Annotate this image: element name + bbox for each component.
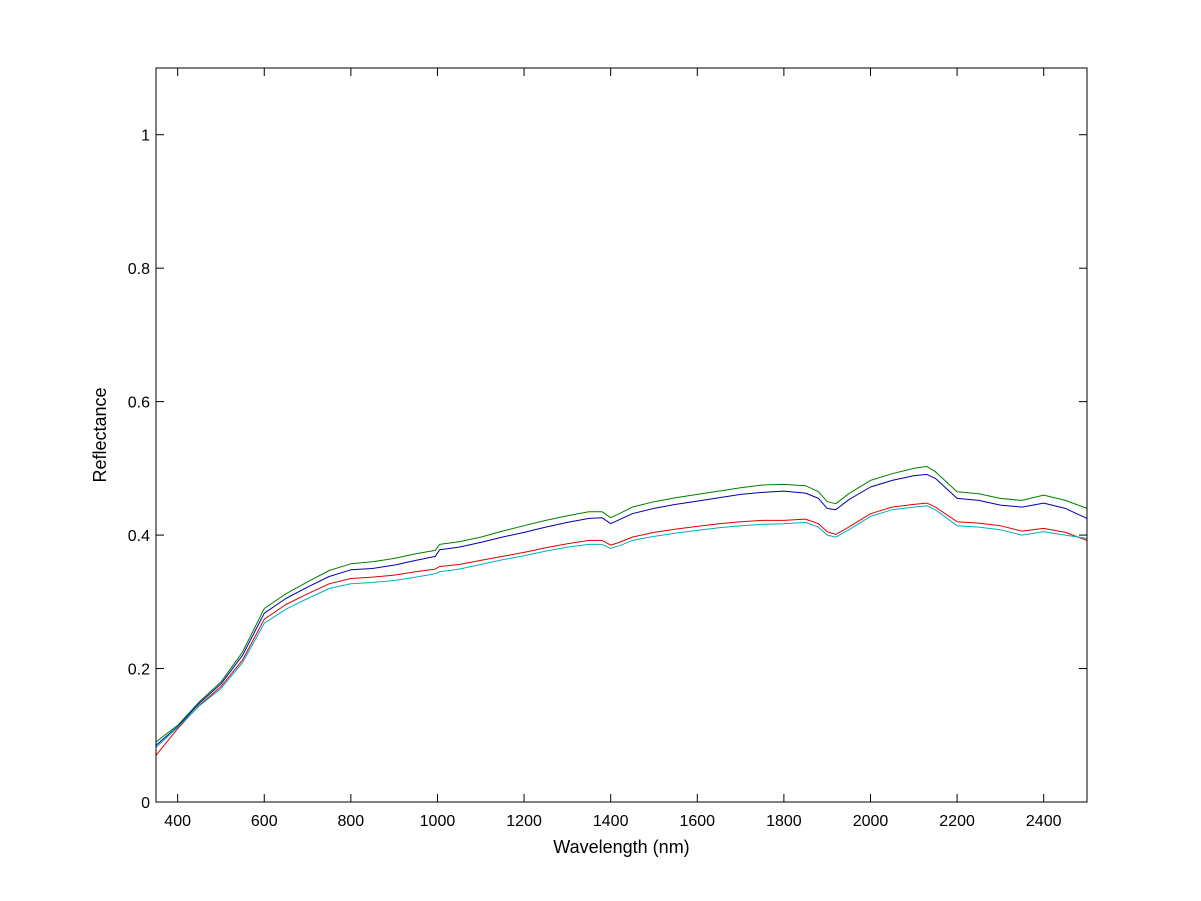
x-tick-label: 2000 [853,813,889,830]
x-tick-label: 1600 [679,813,715,830]
x-tick-label: 2400 [1026,813,1062,830]
y-tick-label: 0.6 [128,395,150,412]
series-line-3 [155,502,1088,756]
x-tick-label: 800 [338,813,365,830]
x-tick-label: 1000 [420,813,456,830]
x-tick-label: 600 [251,813,278,830]
axis-ticks [156,68,1087,803]
y-tick-label: 0 [141,795,150,812]
x-tick-label: 2200 [939,813,975,830]
x-tick-label: 400 [164,813,191,830]
x-tick-label: 1800 [766,813,802,830]
x-tick-label: 1200 [506,813,542,830]
y-tick-label: 1 [141,128,150,145]
plot-area-frame [155,67,1088,803]
y-tick-label: 0.4 [128,528,150,545]
y-tick-label: 0.8 [128,261,150,278]
x-axis-label: Wavelength (nm) [553,837,689,857]
y-tick-label: 0.2 [128,662,150,679]
y-axis-label: Reflectance [90,387,110,482]
series-lines [155,465,1088,756]
x-tick-label: 1400 [593,813,629,830]
series-line-2 [155,473,1088,746]
y-tick-labels: 0 0.2 0.4 0.6 0.8 1 [128,128,150,812]
series-line-4 [155,505,1088,748]
series-line-1 [155,465,1088,743]
x-tick-labels: 400 600 800 1000 1200 1400 1600 1800 2000 2200 240… [164,813,1061,830]
